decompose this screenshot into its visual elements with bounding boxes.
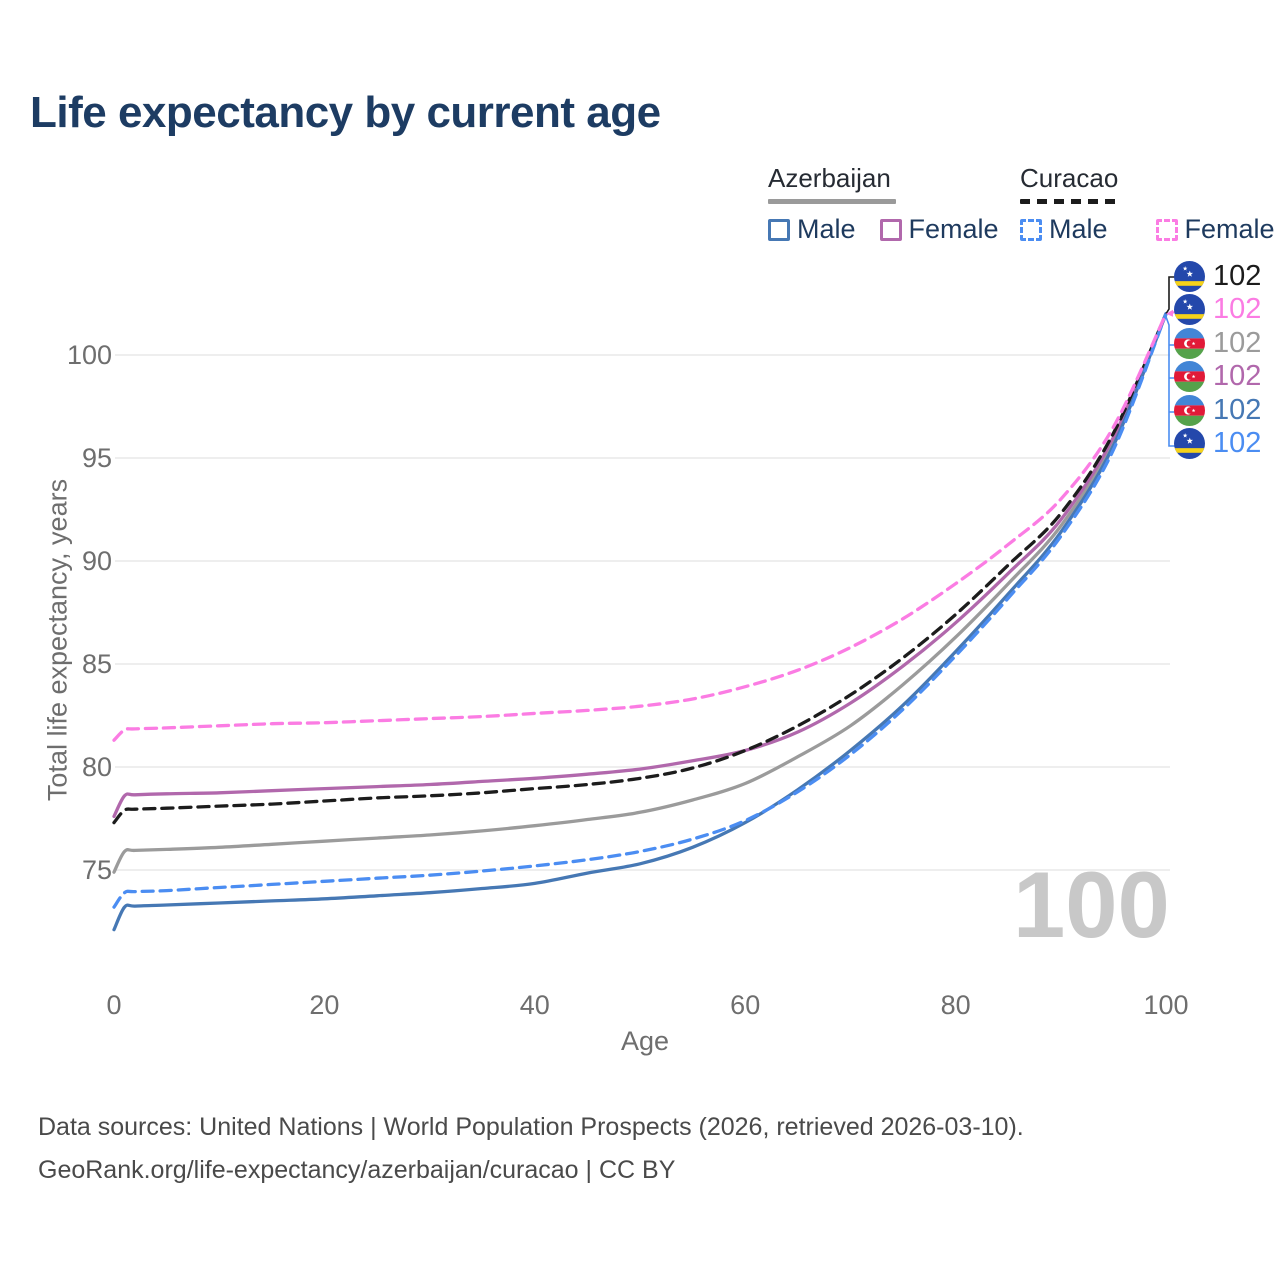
y-tick-label: 75 — [82, 855, 112, 885]
end-label-value: 102 — [1213, 360, 1262, 393]
end-label-value: 102 — [1213, 293, 1262, 326]
footer-attribution: GeoRank.org/life-expectancy/azerbaijan/c… — [38, 1156, 676, 1184]
legend-country-curacao: Curacao — [1020, 163, 1119, 193]
curacao-flag-icon — [1174, 294, 1205, 326]
x-tick-label: 80 — [941, 990, 971, 1020]
end-label-value: 102 — [1213, 393, 1262, 426]
curacao-flag-icon — [1174, 260, 1205, 292]
azerbaijan-flag-icon — [1174, 327, 1205, 359]
page-title: Life expectancy by current age — [30, 88, 661, 137]
series-line-azerbaijan-female[interactable] — [112, 312, 1168, 819]
end-label-azerbaijan-both-sexes: 102 — [1174, 326, 1262, 359]
legend-swatch-curacao-female — [1155, 218, 1178, 241]
series-line-azerbaijan-male[interactable] — [112, 312, 1168, 932]
series-end-labels: 102 102 102 102 102 — [1174, 259, 1262, 460]
legend-item-curacao-male[interactable]: Male — [1020, 214, 1108, 245]
legend-item-curacao-female[interactable]: Female — [1155, 214, 1275, 245]
end-label-value: 102 — [1213, 259, 1262, 292]
footer-datasource: Data sources: United Nations | World Pop… — [38, 1113, 1024, 1141]
legend-country-azerbaijan: Azerbaijan — [768, 163, 891, 193]
end-label-value: 102 — [1213, 427, 1262, 460]
x-tick-label: 0 — [106, 990, 121, 1020]
y-tick-label: 95 — [82, 443, 112, 473]
end-label-azerbaijan-male: 102 — [1174, 393, 1262, 426]
x-axis-title: Age — [620, 1026, 670, 1056]
legend-swatch-azerbaijan-female — [879, 218, 902, 241]
leader-line-blue — [1165, 316, 1176, 447]
legend-label-curacao-female: Female — [1184, 214, 1275, 244]
series-line-curacao-female[interactable] — [112, 312, 1168, 742]
legend-label-curacao-male: Male — [1049, 214, 1108, 244]
legend-swatch-curacao-male — [1020, 218, 1042, 241]
y-axis-title: Total life expectancy, years — [42, 478, 73, 802]
end-label-curacao-male: 102 — [1174, 427, 1262, 460]
legend-underline-curacao-dashed — [1020, 199, 1120, 204]
end-label-curacao-female: 102 — [1174, 293, 1262, 326]
series-line-curacao-male[interactable] — [112, 312, 1168, 909]
legend-label-azerbaijan-male: Male — [797, 214, 856, 244]
azerbaijan-flag-icon — [1174, 394, 1205, 426]
curacao-flag-icon — [1174, 428, 1205, 460]
x-tick-label: 100 — [1143, 990, 1188, 1020]
x-tick-label: 60 — [730, 990, 760, 1020]
legend-swatch-azerbaijan-male — [768, 218, 790, 241]
legend-item-azerbaijan-female[interactable]: Female — [879, 214, 999, 245]
footer: Data sources: United Nations | World Pop… — [38, 1106, 1024, 1192]
legend-item-azerbaijan-male[interactable]: Male — [768, 214, 856, 245]
y-tick-label: 80 — [82, 752, 112, 782]
x-tick-label: 40 — [520, 990, 550, 1020]
end-label-azerbaijan-female: 102 — [1174, 360, 1262, 393]
azerbaijan-flag-icon — [1174, 361, 1205, 393]
legend-group-curacao: Curacao Male Female — [1020, 163, 1275, 245]
legend-group-azerbaijan: Azerbaijan Male Female — [768, 163, 999, 245]
y-tick-label: 90 — [82, 546, 112, 576]
legend-label-azerbaijan-female: Female — [908, 214, 999, 244]
current-age-watermark: 100 — [1013, 852, 1170, 957]
y-tick-label: 85 — [82, 649, 112, 679]
x-tick-label: 20 — [309, 990, 339, 1020]
end-label-value: 102 — [1213, 326, 1262, 359]
leader-line-black — [1165, 276, 1176, 315]
end-label-curacao-both-sexes: 102 — [1174, 259, 1262, 292]
series-line-azerbaijan-both-sexes[interactable] — [112, 312, 1168, 874]
legend-underline-azerbaijan-solid — [768, 199, 896, 204]
series-line-curacao-both-sexes[interactable] — [112, 312, 1168, 825]
leader-arrow-pink — [1166, 309, 1173, 317]
y-tick-label: 100 — [67, 340, 112, 370]
